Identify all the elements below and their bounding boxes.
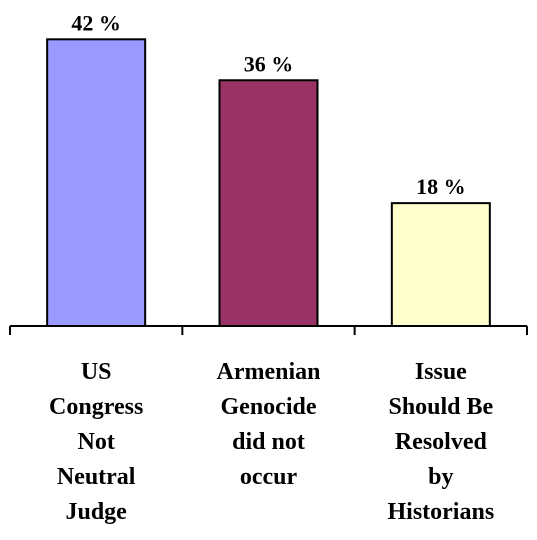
category-label-line: occur [240,464,298,490]
category-label-line: Not [78,429,115,455]
category-label-line: Genocide [221,394,317,420]
category-label-3: Issue Should Be Resolved by Historians [387,359,494,525]
category-label-line: by [428,464,453,490]
bar-value-label-1: 42 % [71,10,121,35]
bars-layer [46,38,491,328]
category-label-1: US Congress Not Neutral Judge [49,359,143,525]
category-label-line: did not [232,429,305,455]
category-label-line: Neutral [57,464,136,490]
category-label-line: Congress [49,394,143,420]
category-label-line: Judge [65,499,127,525]
x-ticks-layer [9,326,528,335]
bar-1 [46,38,147,327]
bar-value-label-3: 18 % [416,174,466,199]
category-label-line: Armenian [217,359,321,385]
value-labels-layer: 42 % 36 % 18 % [71,10,465,199]
bar-value-label-2: 36 % [244,51,294,76]
category-labels-layer: US Congress Not Neutral Judge Armenian Genocid… [49,359,494,525]
category-label-line: US [81,359,112,385]
bar-3 [390,202,491,327]
category-label-line: Resolved [395,429,488,455]
category-label-line: Should Be [388,394,493,420]
category-label-2: Armenian Genocide did not occur [217,359,321,490]
category-label-line: Historians [387,499,494,525]
bar-2 [218,79,319,328]
category-label-line: Issue [415,359,467,385]
